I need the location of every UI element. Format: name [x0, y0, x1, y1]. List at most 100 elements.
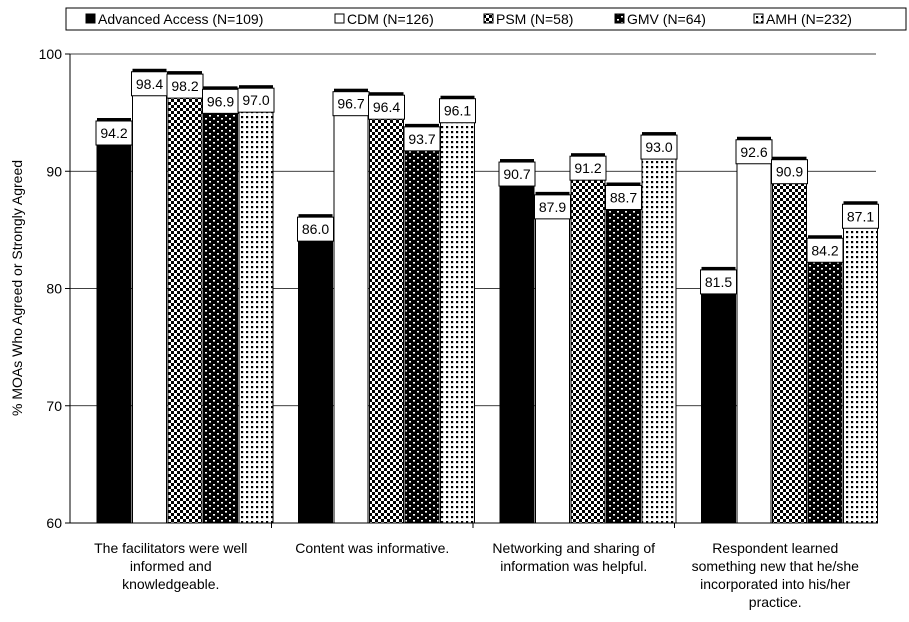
data-label-box: [771, 159, 808, 185]
bar-top-shadow: [168, 71, 202, 76]
legend-swatch: [85, 13, 96, 24]
y-axis-ticks: 60 70 80 90 100: [39, 46, 70, 531]
data-label: 96.4: [373, 99, 400, 115]
bar: [132, 72, 167, 524]
bar: [440, 99, 475, 524]
data-label: 91.2: [574, 160, 601, 176]
bar: [203, 89, 238, 524]
bar: [701, 270, 736, 524]
x-category-label: Content was informative.: [295, 540, 449, 556]
bar: [843, 204, 878, 524]
legend-swatch: [753, 13, 764, 24]
data-label: 90.7: [503, 166, 530, 182]
x-category-label: practice.: [749, 594, 802, 610]
data-label: 87.1: [847, 208, 874, 224]
data-label-box: [439, 98, 476, 124]
data-label: 96.9: [207, 93, 234, 109]
bar: [736, 140, 772, 524]
x-category-label: Networking and sharing of: [492, 540, 655, 556]
y-tick-label: 100: [39, 46, 63, 62]
data-label: 88.7: [610, 189, 637, 205]
data-label-box: [297, 216, 334, 242]
data-label: 98.2: [171, 78, 198, 94]
x-category-label: The facilitators were well: [94, 540, 247, 556]
bar: [404, 127, 440, 524]
y-tick-label: 80: [46, 281, 62, 297]
legend-label: Advanced Access (N=109): [98, 11, 263, 27]
bar-top-shadow: [97, 118, 131, 123]
data-label: 92.6: [740, 144, 767, 160]
data-label-box: [605, 184, 642, 210]
bar-top-shadow: [298, 214, 333, 219]
bar: [807, 238, 843, 524]
bar-top-shadow: [808, 235, 842, 240]
bar-top-shadow: [843, 201, 878, 206]
bar: [369, 95, 404, 524]
data-label-box: [640, 134, 678, 160]
bar: [96, 121, 132, 524]
data-label-box: [569, 155, 607, 181]
data-label-box: [237, 87, 275, 113]
data-label: 94.2: [100, 125, 127, 141]
data-label: 84.2: [811, 242, 838, 258]
bar: [641, 135, 677, 524]
data-label: 81.5: [705, 274, 732, 290]
data-label: 96.7: [337, 96, 364, 112]
bar-top-shadow: [571, 153, 605, 158]
bar: [238, 88, 274, 524]
legend-label: AMH (N=232): [766, 11, 852, 27]
data-label-box: [368, 94, 405, 120]
bar-top-shadow: [606, 182, 641, 187]
data-label-box: [842, 203, 879, 229]
bar: [333, 92, 369, 524]
data-label: 96.1: [444, 103, 471, 119]
bar-top-shadow: [203, 86, 238, 91]
bar-top-shadow: [132, 68, 167, 73]
bar: [606, 185, 641, 524]
data-label-box: [498, 161, 536, 187]
x-category-label: Respondent learned: [712, 540, 838, 556]
bar: [535, 195, 570, 524]
bar-top-shadow: [642, 132, 676, 137]
bar-top-shadow: [701, 266, 736, 271]
x-category-label: something new that he/she: [692, 558, 860, 574]
data-label: 90.9: [776, 164, 803, 180]
bar-top-shadow: [334, 88, 368, 93]
data-label-box: [806, 237, 844, 263]
bar-top-shadow: [405, 123, 439, 128]
legend-swatch: [483, 13, 494, 24]
data-label: 97.0: [242, 92, 269, 108]
data-label-box: [735, 139, 773, 165]
x-category-label: information was helpful.: [500, 558, 647, 574]
data-label: 93.0: [645, 139, 672, 155]
data-label-box: [534, 194, 571, 220]
data-label: 98.4: [136, 76, 163, 92]
legend-label: PSM (N=58): [496, 11, 573, 27]
legend-label: GMV (N=64): [627, 11, 706, 27]
data-label: 93.7: [408, 131, 435, 147]
bar: [167, 74, 203, 524]
x-category-label: incorporated into his/her: [700, 576, 851, 592]
data-label-box: [403, 126, 441, 152]
data-label-box: [700, 269, 737, 295]
bar-top-shadow: [535, 191, 570, 196]
bar: [772, 160, 807, 524]
data-label-box: [95, 120, 133, 146]
bar-top-shadow: [737, 136, 771, 141]
data-label: 87.9: [539, 199, 566, 215]
bar-top-shadow: [239, 85, 273, 90]
data-label-box: [166, 73, 204, 99]
y-axis-title: % MOAs Who Agreed or Strongly Agreed: [9, 160, 25, 416]
bars: [96, 68, 878, 524]
x-axis-categories: The facilitators were well informed and kn…: [94, 523, 859, 610]
legend-label: CDM (N=126): [347, 11, 434, 27]
data-label: 86.0: [302, 221, 329, 237]
y-tick-label: 70: [46, 398, 62, 414]
y-tick-label: 60: [46, 515, 62, 531]
bar: [570, 156, 606, 524]
bar-top-shadow: [440, 95, 475, 100]
x-category-label: knowledgeable.: [122, 576, 219, 592]
bar-top-shadow: [772, 156, 807, 161]
data-label-box: [202, 88, 239, 114]
